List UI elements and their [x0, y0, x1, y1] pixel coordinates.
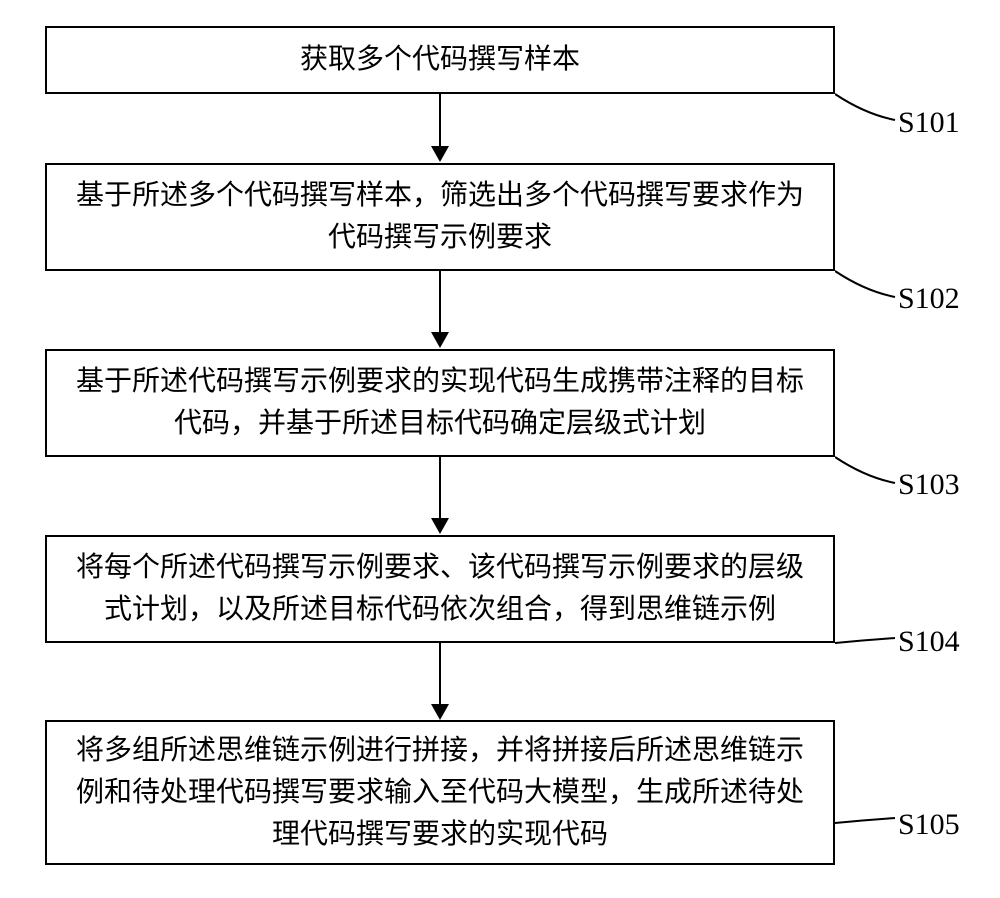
flowchart-container: 获取多个代码撰写样本 基于所述多个代码撰写样本，筛选出多个代码撰写要求作为代码撰… [0, 0, 1000, 898]
step-box-s101: 获取多个代码撰写样本 [45, 26, 835, 94]
arrow-3 [431, 457, 449, 534]
connector-s104 [835, 620, 905, 660]
step-box-s102: 基于所述多个代码撰写样本，筛选出多个代码撰写要求作为代码撰写示例要求 [45, 163, 835, 271]
step-label-s105: S105 [898, 808, 960, 842]
step-text-s103: 基于所述代码撰写示例要求的实现代码生成携带注释的目标代码，并基于所述目标代码确定… [67, 361, 813, 445]
arrow-2 [431, 271, 449, 348]
connector-s105 [835, 800, 905, 840]
step-box-s105: 将多组所述思维链示例进行拼接，并将拼接后所述思维链示例和待处理代码撰写要求输入至… [45, 720, 835, 865]
arrow-4 [431, 643, 449, 720]
step-text-s101: 获取多个代码撰写样本 [300, 39, 580, 81]
step-label-s103: S103 [898, 468, 960, 502]
arrow-1 [431, 94, 449, 162]
connector-s102 [835, 261, 905, 311]
connector-s101 [835, 84, 905, 134]
step-box-s104: 将每个所述代码撰写示例要求、该代码撰写示例要求的层级式计划，以及所述目标代码依次… [45, 535, 835, 643]
step-label-s102: S102 [898, 282, 960, 316]
step-text-s104: 将每个所述代码撰写示例要求、该代码撰写示例要求的层级式计划，以及所述目标代码依次… [67, 547, 813, 631]
connector-s103 [835, 447, 905, 497]
step-label-s101: S101 [898, 106, 960, 140]
step-label-s104: S104 [898, 625, 960, 659]
step-text-s105: 将多组所述思维链示例进行拼接，并将拼接后所述思维链示例和待处理代码撰写要求输入至… [67, 730, 813, 856]
step-text-s102: 基于所述多个代码撰写样本，筛选出多个代码撰写要求作为代码撰写示例要求 [67, 175, 813, 259]
step-box-s103: 基于所述代码撰写示例要求的实现代码生成携带注释的目标代码，并基于所述目标代码确定… [45, 349, 835, 457]
